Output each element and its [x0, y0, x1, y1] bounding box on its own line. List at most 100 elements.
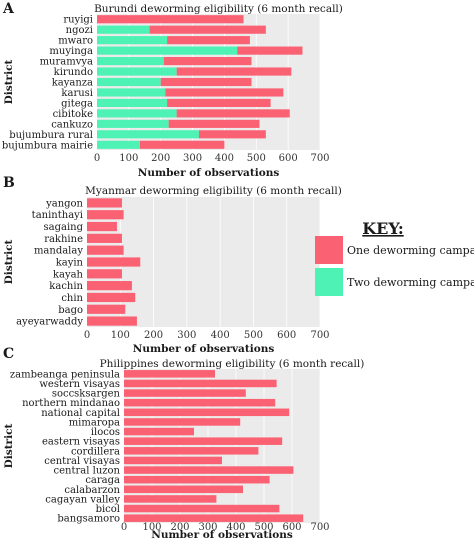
category-label: kayah — [53, 269, 84, 280]
bar-one-campaign — [124, 437, 283, 445]
bar-one-campaign — [87, 316, 137, 326]
x-tick-label: 400 — [211, 330, 230, 341]
category-label: ngozi — [66, 25, 93, 36]
bar-one-campaign — [237, 46, 303, 55]
bar-one-campaign — [124, 408, 290, 417]
category-label: muramvya — [40, 57, 93, 68]
x-tick-label: 200 — [170, 522, 189, 533]
x-tick-label: 300 — [183, 153, 202, 164]
x-tick-label: 500 — [247, 153, 266, 164]
bar-one-campaign — [87, 233, 122, 243]
x-axis-label: Number of observations — [151, 529, 293, 539]
category-label: soccsksargen — [52, 389, 121, 400]
category-label: northern mindanao — [22, 398, 120, 409]
bar-one-campaign — [168, 119, 260, 128]
bar-one-campaign — [176, 67, 292, 76]
x-axis-label: Number of observations — [138, 167, 280, 179]
category-label: rakhine — [44, 234, 83, 245]
x-tick-label: 700 — [310, 522, 329, 533]
legend-swatch-one-campaign — [315, 236, 343, 264]
x-tick-label: 600 — [277, 330, 296, 341]
bar-one-campaign — [124, 398, 276, 407]
category-label: calabarzon — [64, 485, 120, 496]
bar-one-campaign — [198, 130, 266, 139]
category-label: caraga — [85, 475, 120, 486]
category-label: bicol — [96, 504, 120, 515]
bar-one-campaign — [160, 77, 252, 87]
bar-two-campaign — [97, 36, 168, 45]
bar-one-campaign — [124, 456, 222, 465]
panel-letter: A — [2, 1, 15, 17]
bar-one-campaign — [124, 389, 246, 397]
chart-title: Burundi deworming eligibility (6 month r… — [94, 3, 343, 15]
chart-title: Myanmar deworming eligibility (6 month r… — [85, 185, 342, 197]
bar-one-campaign — [87, 281, 132, 291]
category-label: bujumbura rural — [9, 130, 93, 141]
bar-one-campaign — [87, 257, 141, 267]
panel-b: 0 100 200 300 400 500 600 700 B Myanmar deworming… — [3, 175, 342, 355]
bar-two-campaign — [97, 119, 169, 128]
bar-two-campaign — [97, 25, 150, 34]
x-tick-label: 400 — [215, 153, 234, 164]
bar-one-campaign — [140, 140, 225, 149]
bar-one-campaign — [124, 495, 217, 503]
legend-swatch-two-campaign — [315, 268, 343, 296]
category-label: cibitoke — [53, 109, 93, 120]
bar-two-campaign — [97, 46, 238, 55]
category-label: kachin — [49, 281, 83, 292]
bar-one-campaign — [87, 221, 117, 232]
category-label: taninthayi — [32, 210, 83, 221]
bar-one-campaign — [87, 210, 124, 220]
x-tick-label: 0 — [94, 153, 100, 164]
chart-title: Philippines deworming eligibility (6 mon… — [100, 358, 365, 370]
bar-one-campaign — [167, 98, 271, 108]
category-label: gitega — [61, 98, 93, 109]
bar-one-campaign — [124, 427, 194, 436]
category-label: kayanza — [52, 78, 93, 89]
x-tick-label: 500 — [254, 522, 273, 533]
bar-two-campaign — [97, 130, 199, 139]
bar-one-campaign — [124, 466, 294, 474]
bar-two-campaign — [97, 109, 177, 118]
category-label: mwaro — [58, 36, 93, 47]
category-label: kayin — [56, 258, 84, 269]
y-axis-label: District — [3, 240, 15, 285]
legend-label-two-campaign: Two deworming campaign — [347, 276, 474, 289]
bar-one-campaign — [167, 36, 250, 45]
bar-two-campaign — [97, 67, 177, 76]
category-label: bago — [58, 305, 83, 316]
x-tick-label: 0 — [121, 522, 127, 533]
x-tick-label: 300 — [177, 330, 196, 341]
category-label: western visayas — [39, 379, 120, 390]
category-label: zambeanga peninsula — [10, 369, 120, 380]
x-tick-label: 700 — [310, 153, 329, 164]
category-label: mimaropa — [69, 417, 120, 428]
category-label: ruyigi — [63, 15, 93, 26]
x-tick-label: 100 — [119, 153, 138, 164]
category-label: karusi — [61, 88, 93, 99]
panel-c: 0 100 200 300 400 500 600 700 C Philippines dewor… — [3, 346, 365, 541]
category-label: national capital — [41, 408, 120, 419]
bar-one-campaign — [87, 198, 122, 208]
bar-one-campaign — [149, 25, 266, 34]
category-label: bangsamoro — [57, 514, 120, 525]
bar-one-campaign — [124, 418, 241, 426]
x-tick-label: 300 — [198, 522, 217, 533]
bar-one-campaign — [165, 88, 284, 97]
legend-label-one-campaign: One deworming campaign — [347, 244, 474, 257]
panel-letter: C — [3, 346, 14, 362]
x-tick-label: 200 — [151, 153, 170, 164]
category-label: cordillera — [71, 446, 120, 457]
bar-one-campaign — [97, 15, 244, 24]
category-label: sagaing — [44, 222, 84, 233]
legend: KEY: One deworming campaign Two dewormin… — [315, 219, 474, 296]
category-label: cankuzo — [51, 119, 93, 130]
legend-title: KEY: — [362, 219, 403, 238]
bar-two-campaign — [97, 77, 161, 87]
x-tick-label: 600 — [279, 153, 298, 164]
category-label: ilocos — [91, 427, 120, 438]
bar-one-campaign — [124, 485, 243, 494]
x-tick-label: 400 — [226, 522, 245, 533]
